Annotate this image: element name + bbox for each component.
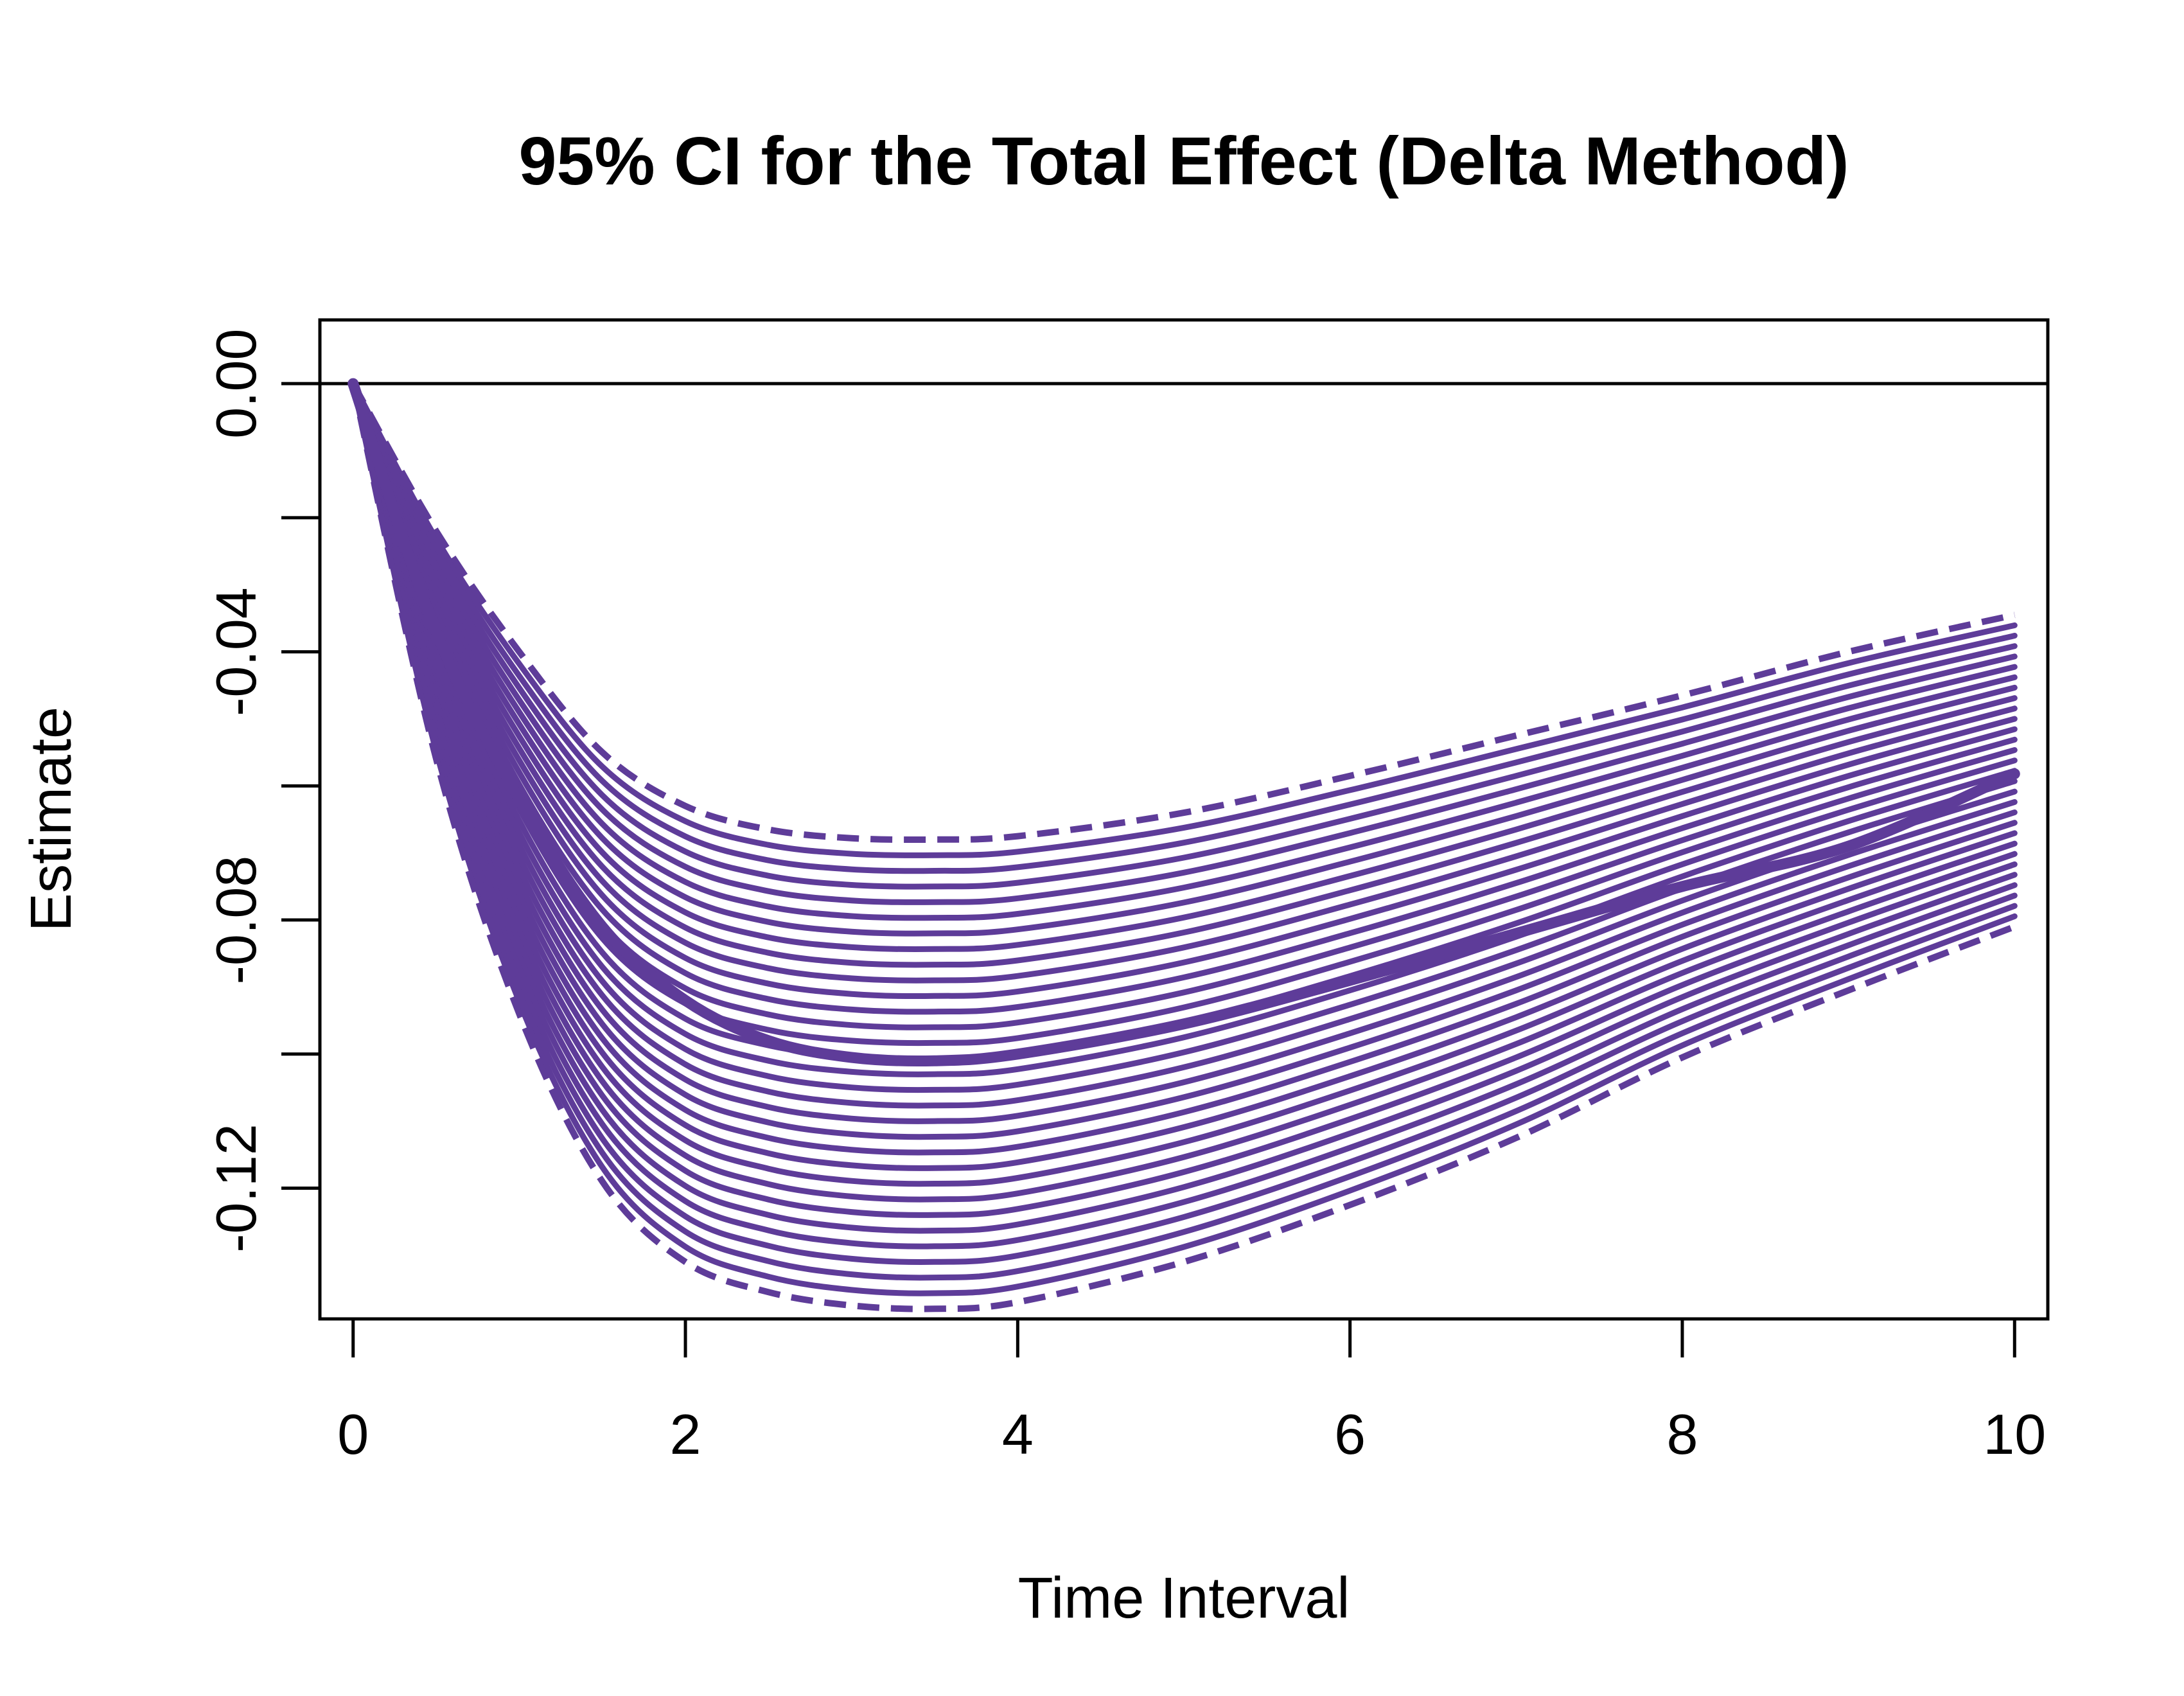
y-axis: 0.00 -0.04 -0.08 -0.12 (204, 329, 322, 1253)
lower-bound-line (349, 383, 2016, 1312)
band-curve (350, 380, 2018, 858)
band-curve (350, 380, 2018, 1218)
band-curve (350, 380, 2018, 1109)
band-curve (350, 380, 2018, 1015)
band-curve (350, 380, 2018, 1093)
plot-area (320, 378, 2048, 1312)
band-curve (350, 380, 2018, 890)
band-curve (350, 380, 2018, 1156)
band-curve (350, 380, 2018, 1187)
x-tick-label: 4 (1002, 1402, 1034, 1466)
band-curve (350, 380, 2018, 1296)
x-tick-label: 0 (337, 1402, 369, 1466)
x-tick-label: 8 (1666, 1402, 1698, 1466)
band-curve (350, 380, 2018, 968)
band-curve (350, 380, 2018, 905)
upper-bound-line (350, 382, 2016, 844)
y-tick-label: -0.08 (204, 856, 268, 985)
x-axis-label: Time Interval (1018, 1566, 1350, 1630)
x-axis: 0 2 4 6 8 10 (337, 1317, 2046, 1466)
x-tick-label: 2 (670, 1402, 701, 1466)
confidence-band-curves (350, 380, 2018, 1296)
y-tick-label: -0.12 (204, 1124, 268, 1253)
band-curve (350, 380, 2018, 953)
x-tick-label: 10 (1983, 1402, 2046, 1466)
chart-title: 95% CI for the Total Effect (Delta Metho… (518, 123, 1849, 199)
band-curve (350, 380, 2018, 984)
band-curve (350, 380, 2018, 1171)
band-curve (350, 380, 2018, 1203)
estimate-line (348, 378, 2020, 1066)
band-curve (350, 380, 2018, 921)
band-curve (350, 380, 2018, 874)
band-curve (350, 380, 2018, 1124)
band-curve (350, 380, 2018, 1281)
band-curve (350, 380, 2018, 1250)
band-curve (350, 380, 2018, 1000)
band-curve (350, 380, 2018, 1077)
band-curve (350, 380, 2018, 1266)
y-axis-label: Estimate (19, 707, 84, 932)
x-tick-label: 6 (1334, 1402, 1366, 1466)
y-tick-label: 0.00 (204, 329, 268, 439)
band-curve (350, 380, 2018, 1140)
band-curve (350, 380, 2018, 1234)
band-curve (350, 380, 2018, 937)
y-tick-label: -0.04 (204, 587, 268, 716)
